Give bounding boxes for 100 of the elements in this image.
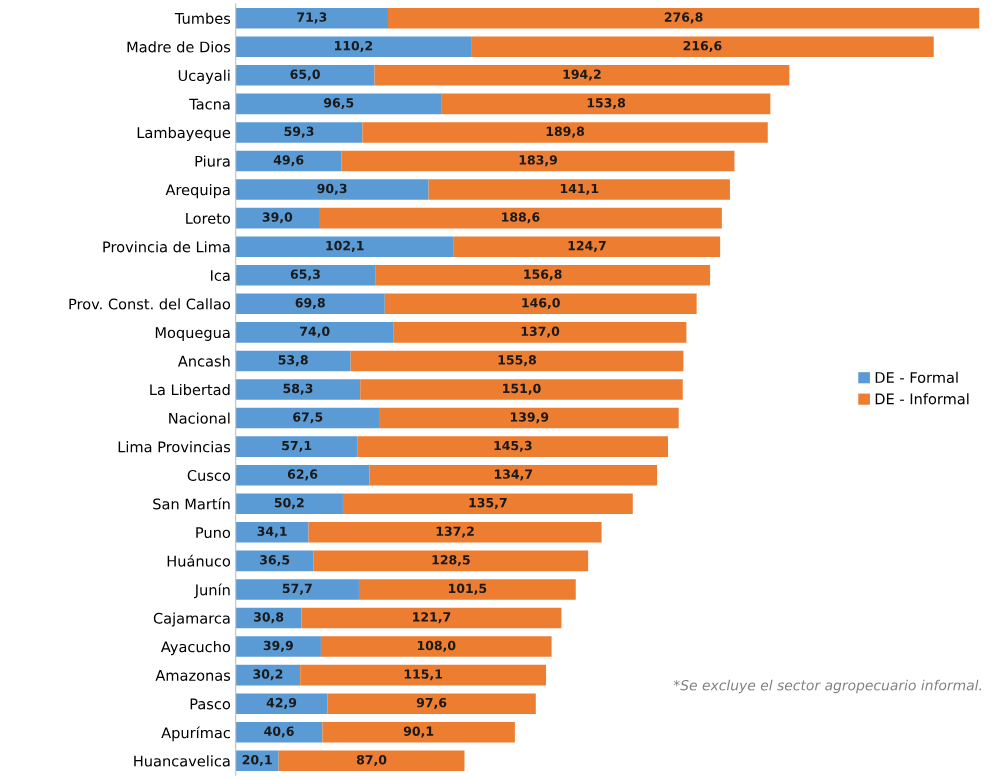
bar xyxy=(350,350,684,372)
data-label: 53,8 xyxy=(278,355,308,367)
data-label: 57,7 xyxy=(282,583,312,595)
data-label: 155,8 xyxy=(498,355,536,367)
bar xyxy=(235,407,380,429)
bar xyxy=(428,179,730,200)
bar xyxy=(235,636,321,657)
bar xyxy=(374,65,790,86)
bar xyxy=(453,236,721,257)
data-label: 39,9 xyxy=(263,640,293,652)
bar xyxy=(342,493,633,515)
data-label: 276,8 xyxy=(664,12,703,24)
data-label: 216,6 xyxy=(683,40,722,52)
data-label: 71,3 xyxy=(297,12,327,24)
bar xyxy=(235,293,385,315)
bar xyxy=(235,7,388,29)
bar xyxy=(384,293,697,315)
data-label: 139,9 xyxy=(510,412,549,424)
data-label: 49,6 xyxy=(273,155,304,167)
y-tick-label: Prov. Const. del Callao xyxy=(69,298,231,310)
bar xyxy=(235,693,328,714)
bar xyxy=(362,122,768,143)
y-tick-label: Apurímac xyxy=(161,726,230,742)
bar xyxy=(358,579,576,600)
y-tick-label: Tacna xyxy=(189,98,230,110)
y-tick-label: San Martín xyxy=(153,497,230,510)
data-label: 67,5 xyxy=(293,412,323,424)
y-tick-label: Tumbes xyxy=(174,12,231,24)
data-label: 137,0 xyxy=(521,326,560,338)
data-label: 189,8 xyxy=(546,126,585,138)
data-label: 128,5 xyxy=(432,555,470,567)
bar xyxy=(471,36,934,58)
data-label: 151,0 xyxy=(503,383,541,395)
annotation: *Se excluye el sector agropecuario informal. xyxy=(673,679,982,694)
legend-label: DE - Informal xyxy=(875,393,969,405)
legend-label: DE - Formal xyxy=(875,371,958,384)
y-tick-label: Pasco xyxy=(190,698,231,710)
y-tick-label: La Libertad xyxy=(150,383,230,396)
y-tick-label: Moquegua xyxy=(155,327,230,341)
y-tick-label: Arequipa xyxy=(165,184,230,199)
data-label: 124,7 xyxy=(568,240,606,252)
bar xyxy=(327,693,536,714)
data-label: 115,1 xyxy=(404,669,443,681)
y-tick-label: Madre de Dios xyxy=(127,41,231,53)
data-label: 65,0 xyxy=(290,69,320,81)
data-label: 59,3 xyxy=(284,126,314,138)
bar xyxy=(235,464,370,486)
bar xyxy=(301,607,562,629)
bar xyxy=(235,721,323,743)
bar xyxy=(375,264,711,286)
bar xyxy=(235,350,351,372)
bar xyxy=(300,664,547,686)
bar xyxy=(379,407,679,429)
y-tick-label: Nacional xyxy=(169,412,230,424)
data-label: 20,1 xyxy=(242,755,272,767)
bar xyxy=(235,522,309,543)
bar xyxy=(235,122,363,143)
data-label: 30,2 xyxy=(253,669,283,681)
bar xyxy=(235,322,394,343)
y-tick-label: Ancash xyxy=(177,355,230,367)
data-label: 101,5 xyxy=(448,583,487,595)
y-tick-label: Amazonas xyxy=(155,670,231,681)
y-tick-label: Cajamarca xyxy=(153,612,230,627)
data-label: 90,3 xyxy=(317,183,347,195)
y-tick-label: Cusco xyxy=(187,469,231,481)
bar xyxy=(235,436,358,457)
bar xyxy=(341,150,735,172)
y-tick-label: Junín xyxy=(194,583,230,599)
bar xyxy=(308,522,602,543)
data-label: 34,1 xyxy=(257,526,287,538)
y-tick-label: Ica xyxy=(211,270,230,281)
data-label: 188,6 xyxy=(502,212,540,224)
y-tick-label: Lima Provincias xyxy=(118,441,231,453)
y-tick-label: Piura xyxy=(195,155,230,167)
data-label: 58,3 xyxy=(283,383,313,395)
y-tick-label: Huancavelica xyxy=(134,755,230,767)
data-label: 39,0 xyxy=(262,212,293,224)
data-label: 146,0 xyxy=(522,297,560,310)
data-label: 156,8 xyxy=(524,269,562,281)
bar xyxy=(235,379,361,400)
bar xyxy=(235,65,375,86)
data-label: 62,6 xyxy=(287,469,318,481)
bar xyxy=(235,93,442,115)
bar xyxy=(235,179,429,200)
y-tick-label: Huánuco xyxy=(167,554,231,567)
data-label: 141,1 xyxy=(560,183,599,195)
data-label: 121,7 xyxy=(413,612,451,624)
bar xyxy=(235,150,342,172)
y-tick-label: Provincia de Lima xyxy=(103,241,230,253)
bar xyxy=(388,7,980,29)
y-tick-label: Ucayali xyxy=(178,69,230,84)
data-label: 153,8 xyxy=(587,98,626,110)
y-tick-label: Ayacucho xyxy=(160,641,231,656)
bar xyxy=(278,750,465,772)
bar xyxy=(320,636,552,657)
bar xyxy=(441,93,771,115)
data-label: 90,1 xyxy=(403,726,434,738)
data-label: 30,8 xyxy=(254,612,284,624)
data-label: 40,6 xyxy=(264,726,294,738)
data-label: 87,0 xyxy=(356,755,387,767)
